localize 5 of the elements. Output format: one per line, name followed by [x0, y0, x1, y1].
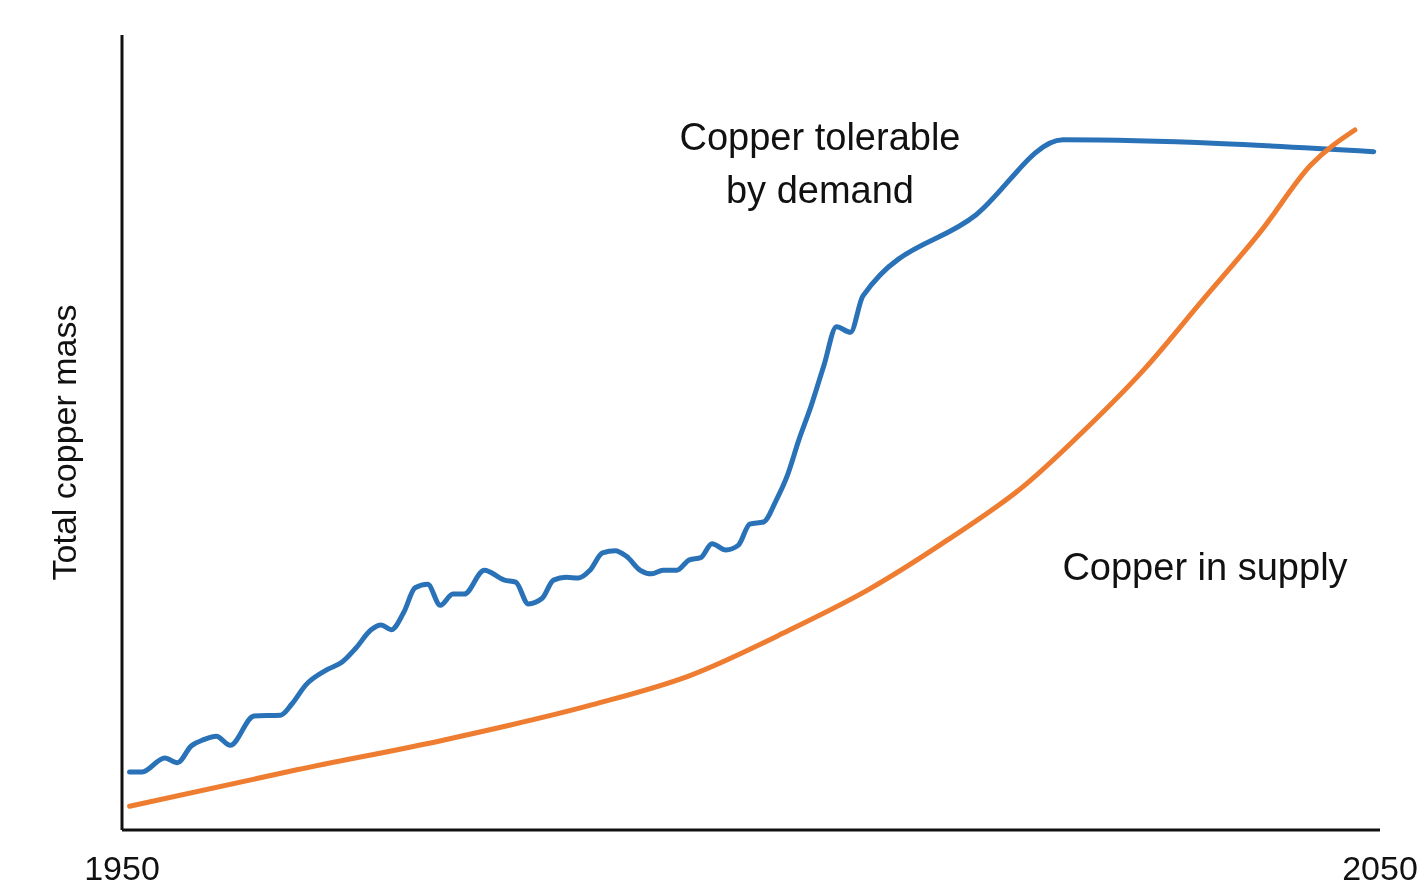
- y-axis-title: Total copper mass: [45, 304, 83, 581]
- x-tick-label: 2050: [1342, 849, 1418, 884]
- series-label: Copper in supply: [1062, 546, 1348, 588]
- series-label: Copper tolerable by demand: [679, 116, 961, 211]
- x-tick-label: 1950: [84, 849, 160, 884]
